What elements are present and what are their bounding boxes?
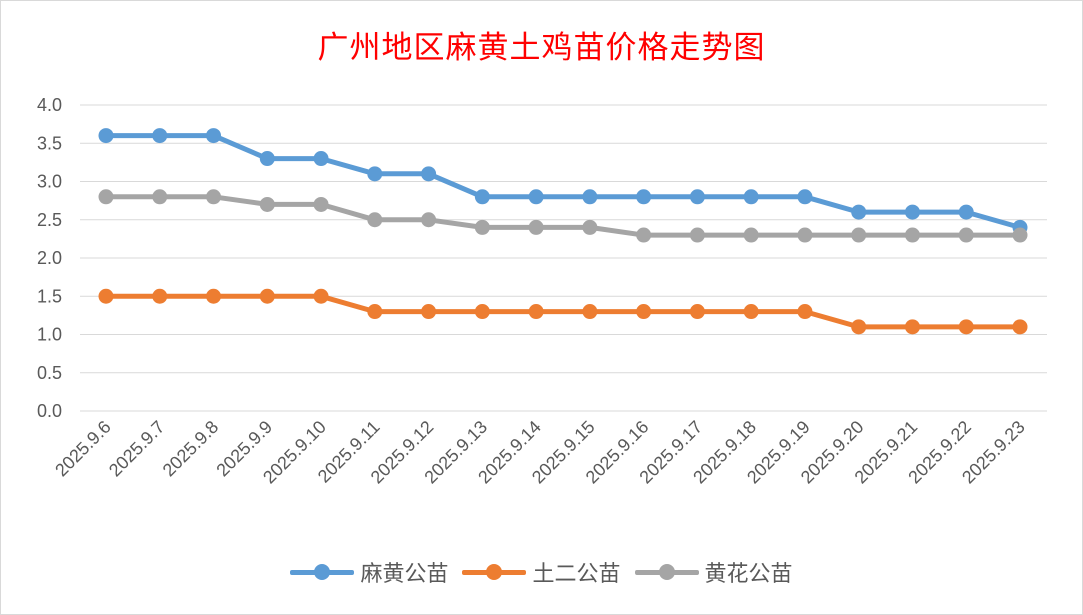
data-point <box>689 189 705 205</box>
data-point <box>152 128 168 144</box>
series-group <box>98 128 1028 335</box>
data-point <box>689 304 705 320</box>
data-point <box>367 166 383 182</box>
y-axis: 0.0 0.5 1.0 1.5 2.0 2.5 3.0 3.5 4.0 <box>37 95 62 421</box>
data-point <box>313 196 329 212</box>
legend-label-series-1: 麻黄公苗 <box>360 562 449 587</box>
series-line <box>106 194 1020 238</box>
data-point <box>958 204 974 220</box>
data-point <box>528 219 544 235</box>
data-point <box>206 288 222 304</box>
data-point <box>958 319 974 335</box>
data-point <box>98 288 114 304</box>
series-2 <box>98 288 1028 335</box>
data-point <box>474 189 490 205</box>
series-line <box>106 133 1021 230</box>
data-point <box>367 304 383 320</box>
legend-item-series-1: 麻黄公苗 <box>290 556 448 588</box>
series-3 <box>98 189 1028 243</box>
data-point <box>1012 227 1028 243</box>
data-point <box>851 204 867 220</box>
chart-title: 广州地区麻黄土鸡苗价格走势图 <box>317 30 766 66</box>
data-point <box>474 219 490 235</box>
data-point <box>743 189 759 205</box>
legend-label-series-3: 黄花公苗 <box>704 562 793 587</box>
data-point <box>313 288 329 304</box>
y-tick-label: 1.0 <box>37 325 62 345</box>
y-tick-label: 1.5 <box>37 286 62 306</box>
gridlines <box>80 104 1047 412</box>
data-point <box>98 128 114 144</box>
legend-item-series-2: 土二公苗 <box>462 556 621 588</box>
data-point <box>958 227 974 243</box>
data-point <box>528 304 544 320</box>
data-point <box>851 227 867 243</box>
data-point <box>797 304 813 320</box>
y-tick-label: 4.0 <box>37 95 62 115</box>
data-point <box>904 204 920 220</box>
data-point <box>743 304 759 320</box>
data-point <box>582 304 598 320</box>
data-point <box>259 288 275 304</box>
data-point <box>206 128 222 144</box>
data-point <box>152 288 168 304</box>
data-point <box>1012 319 1028 335</box>
legend-swatch-series-3 <box>634 562 699 582</box>
data-point <box>421 166 437 182</box>
series-line <box>106 293 1020 330</box>
data-point <box>474 304 490 320</box>
x-tick-label: 2025.9.6 <box>51 417 115 481</box>
legend-swatch-series-1 <box>290 562 355 582</box>
y-tick-label: 2.0 <box>37 248 62 268</box>
y-tick-label: 0.5 <box>37 363 62 383</box>
data-point <box>689 227 705 243</box>
y-tick-label: 3.5 <box>37 133 62 153</box>
data-point <box>367 212 383 228</box>
data-point <box>421 304 437 320</box>
data-point <box>636 304 652 320</box>
data-point <box>98 189 114 205</box>
legend-swatch-series-2 <box>462 562 527 582</box>
y-tick-label: 0.0 <box>37 401 62 421</box>
data-point <box>797 189 813 205</box>
legend: 麻黄公苗 土二公苗 黄花公苗 <box>0 556 1083 588</box>
data-point <box>797 227 813 243</box>
data-point <box>582 219 598 235</box>
data-point <box>904 227 920 243</box>
data-point <box>904 319 920 335</box>
x-axis: 2025.9.62025.9.72025.9.82025.9.92025.9.1… <box>51 417 1029 488</box>
data-point <box>851 319 867 335</box>
legend-label-series-2: 土二公苗 <box>532 562 621 587</box>
data-point <box>313 151 329 167</box>
data-point <box>528 189 544 205</box>
data-point <box>259 151 275 167</box>
legend-item-series-3: 黄花公苗 <box>634 556 793 588</box>
data-point <box>152 189 168 205</box>
data-point <box>206 189 222 205</box>
data-point <box>259 196 275 212</box>
data-point <box>582 189 598 205</box>
data-point <box>636 227 652 243</box>
series-1 <box>98 128 1028 235</box>
x-tick-label: 2025.9.7 <box>105 417 169 481</box>
data-point <box>743 227 759 243</box>
y-tick-label: 2.5 <box>37 210 62 230</box>
data-point <box>636 189 652 205</box>
data-point <box>421 212 437 228</box>
y-tick-label: 3.0 <box>37 172 62 192</box>
x-tick-label: 2025.9.8 <box>159 417 223 481</box>
